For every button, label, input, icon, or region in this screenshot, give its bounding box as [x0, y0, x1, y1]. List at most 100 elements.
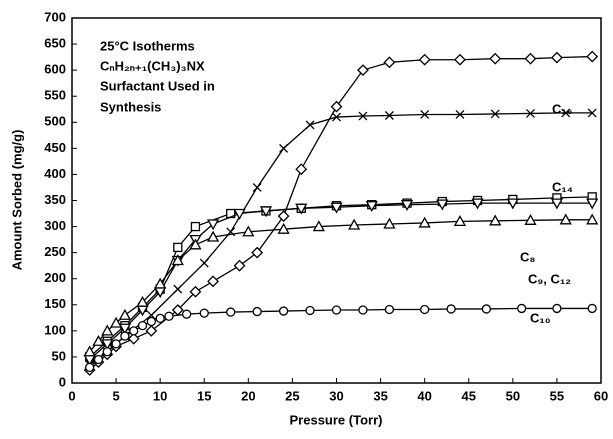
marker — [358, 305, 368, 315]
y-tick-label: 600 — [44, 62, 66, 77]
marker — [305, 120, 315, 130]
x-tick-label: 10 — [153, 388, 167, 403]
marker — [305, 305, 315, 316]
marker — [586, 50, 599, 63]
marker — [550, 51, 563, 64]
marker — [101, 324, 114, 336]
marker — [348, 218, 361, 230]
marker — [84, 362, 95, 373]
marker — [233, 259, 246, 272]
marker — [471, 198, 484, 210]
y-tick-label: 650 — [44, 36, 66, 51]
annotation: CₙH₂ₙ₊₁(CH₃)₃NX — [100, 58, 205, 73]
marker — [586, 213, 599, 225]
y-axis-label: Amount Sorbed (mg/g) — [9, 130, 24, 271]
marker — [490, 109, 500, 119]
x-tick-label: 0 — [68, 388, 75, 403]
series-line — [89, 202, 593, 361]
x-tick-label: 25 — [285, 388, 299, 403]
marker — [418, 53, 431, 66]
marker — [111, 339, 121, 349]
marker — [357, 64, 369, 77]
series-line — [89, 55, 593, 371]
marker — [189, 238, 202, 250]
marker — [587, 108, 597, 118]
y-tick-label: 200 — [44, 270, 66, 285]
marker — [279, 143, 289, 153]
marker — [173, 284, 183, 294]
marker — [242, 225, 255, 237]
marker — [118, 323, 132, 335]
x-tick-label: 50 — [506, 388, 520, 403]
marker — [524, 213, 537, 225]
marker — [453, 215, 467, 227]
marker — [277, 210, 290, 223]
marker — [199, 258, 209, 268]
marker — [93, 354, 104, 365]
marker — [252, 183, 262, 192]
y-tick-label: 0 — [59, 374, 66, 389]
x-tick-label: 55 — [550, 388, 564, 403]
x-tick-label: 45 — [462, 388, 476, 403]
y-tick-label: 700 — [44, 9, 66, 24]
x-tick-label: 60 — [594, 388, 608, 403]
marker — [127, 332, 140, 345]
y-tick-label: 450 — [44, 140, 66, 155]
marker — [330, 100, 343, 113]
y-tick-label: 100 — [44, 322, 66, 337]
marker — [189, 285, 202, 298]
marker — [259, 206, 273, 218]
marker — [587, 303, 597, 314]
marker — [312, 220, 325, 232]
y-tick-label: 350 — [44, 192, 66, 207]
marker — [137, 320, 148, 331]
x-tick-label: 30 — [329, 388, 343, 403]
marker — [171, 254, 184, 266]
annotation: C₈ — [520, 249, 535, 264]
marker — [358, 111, 368, 121]
marker — [120, 331, 130, 341]
marker — [129, 326, 139, 336]
annotation: C₁₄ — [552, 179, 573, 194]
marker — [233, 208, 246, 220]
marker — [199, 308, 209, 318]
marker — [446, 304, 456, 314]
marker — [400, 200, 414, 212]
marker — [118, 308, 132, 320]
marker — [526, 108, 535, 118]
marker — [136, 295, 149, 307]
marker — [295, 203, 308, 215]
series-line — [89, 219, 593, 353]
x-tick-label: 5 — [112, 388, 119, 403]
marker — [506, 198, 519, 210]
marker — [559, 213, 572, 225]
marker — [207, 275, 219, 288]
marker — [436, 199, 449, 211]
marker — [146, 316, 157, 327]
y-tick-label: 400 — [44, 166, 66, 181]
marker — [145, 324, 158, 337]
marker — [226, 307, 236, 317]
marker — [383, 217, 396, 229]
marker — [365, 201, 378, 213]
x-tick-label: 40 — [417, 388, 431, 403]
marker — [418, 216, 431, 228]
marker — [154, 277, 167, 289]
marker — [586, 198, 599, 210]
marker — [102, 347, 112, 357]
marker — [101, 339, 114, 351]
marker — [384, 111, 394, 120]
marker — [420, 110, 430, 119]
marker — [517, 303, 527, 314]
y-tick-label: 150 — [44, 296, 66, 311]
marker — [251, 246, 264, 259]
marker — [190, 221, 201, 232]
marker — [384, 304, 395, 315]
marker — [83, 345, 96, 357]
x-tick-label: 35 — [373, 388, 387, 403]
marker — [92, 334, 105, 346]
marker — [561, 108, 571, 118]
y-tick-label: 250 — [44, 244, 66, 259]
marker — [173, 242, 183, 253]
